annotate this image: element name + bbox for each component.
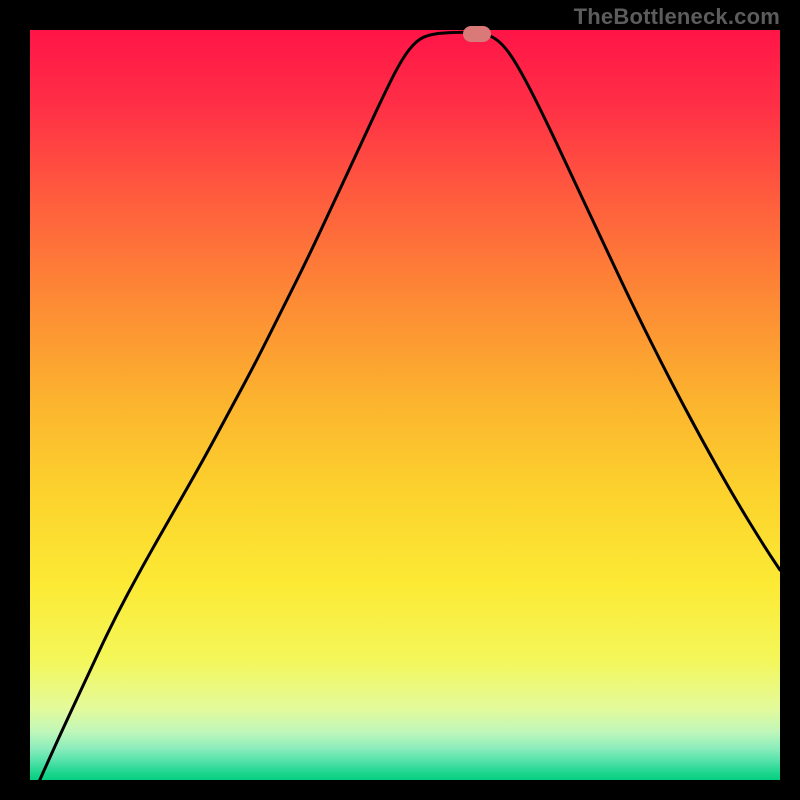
bottleneck-curve [30,30,780,780]
minimum-marker [463,26,491,42]
plot-area [30,30,780,780]
chart-frame: TheBottleneck.com [0,0,800,800]
watermark-text: TheBottleneck.com [574,4,780,30]
